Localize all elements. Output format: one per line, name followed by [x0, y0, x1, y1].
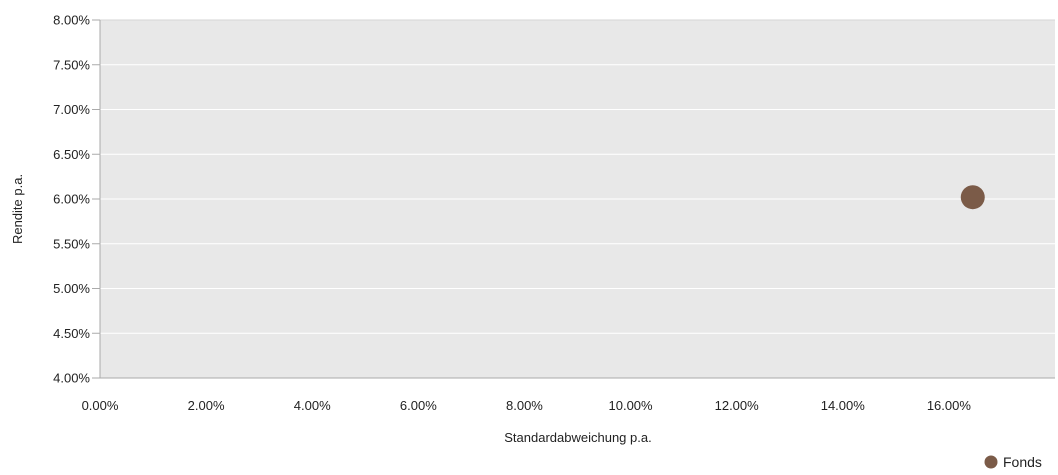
- x-tick-label: 14.00%: [821, 398, 866, 413]
- x-tick-label: 6.00%: [400, 398, 437, 413]
- y-tick-label: 8.00%: [53, 13, 90, 28]
- x-axis-title: Standardabweichung p.a.: [504, 430, 651, 445]
- y-tick-label: 5.50%: [53, 236, 90, 251]
- y-tick-label: 7.50%: [53, 57, 90, 72]
- legend-label: Fonds: [1003, 454, 1042, 470]
- legend-marker: [984, 455, 998, 469]
- x-tick-label: 2.00%: [188, 398, 225, 413]
- y-tick-label: 7.00%: [53, 102, 90, 117]
- x-tick-label: 8.00%: [506, 398, 543, 413]
- y-axis-title: Rendite p.a.: [10, 174, 25, 244]
- x-tick-label: 0.00%: [82, 398, 119, 413]
- y-tick-label: 6.50%: [53, 147, 90, 162]
- y-tick-label: 6.00%: [53, 192, 90, 207]
- x-tick-label: 16.00%: [927, 398, 972, 413]
- x-tick-label: 12.00%: [715, 398, 760, 413]
- data-point: [960, 185, 985, 210]
- x-tick-label: 10.00%: [609, 398, 654, 413]
- y-tick-label: 5.00%: [53, 281, 90, 296]
- y-tick-label: 4.00%: [53, 371, 90, 386]
- y-tick-label: 4.50%: [53, 326, 90, 341]
- x-tick-label: 4.00%: [294, 398, 331, 413]
